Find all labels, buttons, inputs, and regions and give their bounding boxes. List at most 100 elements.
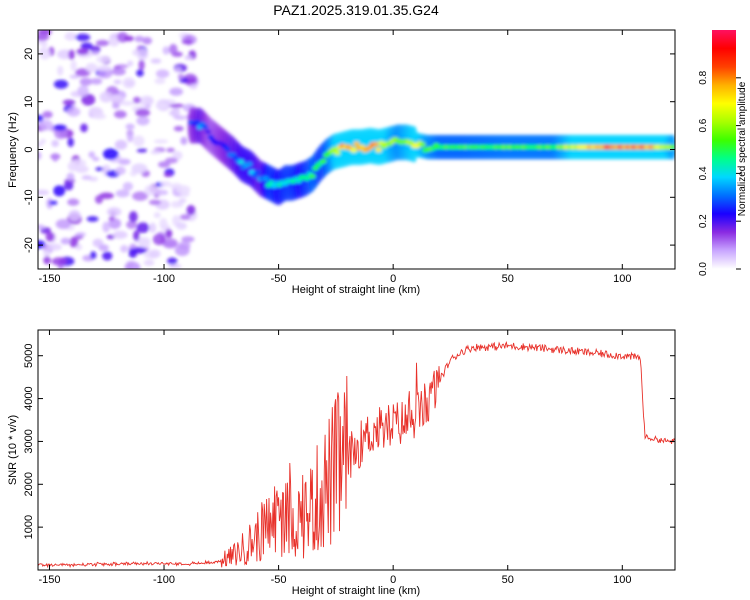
noise-blob <box>178 198 187 203</box>
noise-blob <box>180 136 188 145</box>
noise-blob <box>123 35 135 42</box>
y-tick-label: 0 <box>23 146 35 152</box>
noise-blob <box>155 103 167 109</box>
spectrogram-y-ticks: 20 10 0 -10 -20 <box>23 48 675 253</box>
noise-blob <box>165 228 173 239</box>
noise-blob <box>174 244 190 257</box>
noise-blob <box>131 163 148 174</box>
ridge-core <box>353 141 360 147</box>
ridge-core <box>320 158 327 164</box>
snr-y-ticks: 1000 2000 3000 4000 5000 <box>23 343 675 539</box>
noise-blob <box>139 95 154 107</box>
spectrogram-x-axis-label: Height of straight line (km) <box>292 284 420 296</box>
ridge-core <box>254 169 261 175</box>
noise-blob <box>112 230 128 239</box>
spectrogram-y-axis-label: Frequency (Hz) <box>7 112 19 188</box>
ridge-core <box>350 147 357 153</box>
ridge-core <box>262 176 269 182</box>
noise-blob <box>38 33 50 41</box>
noise-blob <box>77 85 89 97</box>
noise-blob <box>172 150 183 161</box>
y-tick-label: 2000 <box>23 472 35 496</box>
noise-blob <box>166 147 175 153</box>
noise-blob <box>186 204 196 216</box>
noise-blob <box>56 49 73 60</box>
noise-blob <box>38 189 50 196</box>
noise-blob <box>88 151 96 159</box>
noise-blob <box>177 73 184 80</box>
noise-blob <box>122 182 134 191</box>
noise-blob <box>108 35 120 47</box>
noise-blob <box>90 45 101 54</box>
noise-blob <box>115 189 130 198</box>
noise-blob <box>175 222 187 230</box>
noise-blob <box>133 230 140 242</box>
noise-blob <box>150 150 161 155</box>
noise-blob <box>92 156 100 162</box>
ridge-core <box>204 129 212 135</box>
noise-blob <box>120 245 129 253</box>
ridge-core <box>419 142 426 147</box>
noise-blob <box>165 157 178 164</box>
colorbar-ticks: 0.0 0.2 0.4 0.6 0.8 <box>698 70 741 276</box>
noise-blob <box>38 151 42 160</box>
noise-blob <box>47 243 62 251</box>
colorbar-tick-label: 0.4 <box>698 166 709 180</box>
noise-blob <box>132 191 149 201</box>
noise-blob <box>108 216 115 221</box>
noise-blob <box>175 185 191 195</box>
noise-blob <box>43 256 51 265</box>
spectrogram-x-ticks: -150 -100 -50 0 50 100 <box>38 30 631 285</box>
noise-blob <box>63 180 74 191</box>
x-tick-label: 100 <box>613 574 631 586</box>
x-tick-label: 50 <box>502 273 514 285</box>
noise-blob <box>90 77 103 85</box>
noise-blob <box>135 108 151 117</box>
noise-blob <box>81 175 92 180</box>
noise-blob <box>106 207 122 217</box>
noise-blob <box>99 91 113 103</box>
noise-blob <box>168 263 182 269</box>
noise-blob <box>134 35 145 43</box>
snr-x-ticks: -150 -100 -50 0 50 100 <box>38 330 631 586</box>
noise-blob <box>125 123 135 130</box>
noise-blob <box>52 153 59 162</box>
noise-blob <box>150 58 162 64</box>
noise-blob <box>153 212 161 219</box>
snr-panel: -150 -100 -50 0 50 100 1000 2000 3000 4000 5000 H… <box>7 329 676 597</box>
ridge-core <box>207 134 214 140</box>
noise-blob <box>90 251 97 260</box>
colorbar: 0.0 0.2 0.4 0.6 0.8 Normalized spectral ampl… <box>698 30 748 276</box>
x-tick-label: -50 <box>271 574 287 586</box>
noise-blob <box>98 192 115 200</box>
noise-blob <box>38 119 53 131</box>
noise-blob <box>132 262 141 269</box>
noise-blob <box>53 185 66 197</box>
noise-blob <box>189 83 198 90</box>
x-tick-label: 0 <box>390 273 396 285</box>
noise-blob <box>39 138 47 144</box>
noise-blob <box>132 135 145 147</box>
noise-blob <box>144 104 151 110</box>
noise-blob <box>162 238 178 249</box>
noise-blob <box>168 43 178 55</box>
noise-blob <box>51 139 59 148</box>
noise-blob <box>67 198 80 206</box>
snr-series-line <box>38 341 675 569</box>
noise-blob <box>136 148 148 153</box>
y-tick-label: 4000 <box>23 386 35 410</box>
noise-blob <box>51 257 68 266</box>
noise-blob <box>66 107 81 117</box>
noise-blob <box>38 114 44 123</box>
noise-blob <box>113 110 127 119</box>
noise-blob <box>91 51 100 56</box>
noise-blob <box>126 130 134 143</box>
ridge-core <box>295 178 302 184</box>
noise-blob <box>67 137 74 148</box>
noise-blob <box>75 33 91 42</box>
noise-blob <box>114 139 128 150</box>
noise-blob <box>81 93 96 106</box>
noise-blob <box>160 181 172 188</box>
